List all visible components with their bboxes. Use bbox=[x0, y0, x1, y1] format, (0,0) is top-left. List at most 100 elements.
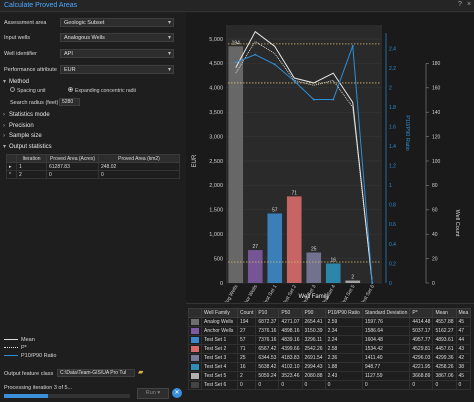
column-header[interactable]: P50 bbox=[278, 308, 303, 318]
expanding-radii-radio[interactable]: Expanding concentric radii bbox=[68, 87, 136, 94]
chart[interactable]: 0 500 1,000 1,500 2,000 2,500 3,000 3,500 4,000 4… bbox=[186, 13, 474, 302]
help-icon[interactable]: ? bbox=[458, 1, 462, 8]
column-header[interactable]: Mea bbox=[455, 308, 472, 318]
table-row[interactable]: Test Set 1 57 7376.16 4839.16 3296.11 2.24 160… bbox=[188, 335, 472, 345]
statistics-mode-label: Statistics mode bbox=[9, 112, 50, 118]
y3-tick-label: 20 bbox=[432, 256, 438, 262]
ratio-line-icon bbox=[4, 355, 18, 357]
table-row[interactable]: ▸ 1 61287.83 248.02 bbox=[6, 162, 180, 171]
table-cell: 0 bbox=[301, 380, 326, 390]
table-cell: 25 bbox=[236, 353, 257, 363]
column-header[interactable]: Mean bbox=[432, 308, 457, 318]
search-radius-label: Search radius (feet) bbox=[10, 100, 59, 106]
column-header-km2[interactable]: Proved Area (km2) bbox=[98, 154, 180, 163]
column-header[interactable]: P90 bbox=[301, 308, 326, 318]
bar-test-set-5 bbox=[345, 280, 361, 283]
spacing-unit-radio[interactable]: Spacing unit bbox=[10, 87, 46, 94]
input-wells-value: Analogous Wells bbox=[64, 35, 105, 41]
table-cell: 2691.54 bbox=[301, 353, 326, 363]
y2-tick-label: 1.2 bbox=[389, 164, 396, 170]
y2-tick-label: 0 bbox=[389, 281, 392, 287]
run-button[interactable]: Run ▾ bbox=[137, 388, 169, 399]
column-header[interactable]: Well Family bbox=[201, 308, 238, 318]
y-tick-label: 2,500 bbox=[209, 159, 223, 165]
table-row[interactable]: * 2 0 0 bbox=[6, 170, 180, 179]
y-tick-label: 2,000 bbox=[209, 183, 223, 189]
table-cell: Test Set 6 bbox=[201, 380, 238, 390]
performance-attribute-select[interactable]: EUR ▾ bbox=[60, 65, 174, 74]
y-tick-label: 1,000 bbox=[209, 232, 223, 238]
table-cell: 2.24 bbox=[324, 335, 363, 345]
statistics-mode-section[interactable]: › Statistics mode bbox=[3, 112, 50, 118]
well-identifier-label: Well identifier bbox=[4, 51, 37, 57]
column-header-acres[interactable]: Proved Area (Acres) bbox=[46, 154, 99, 163]
output-feature-class-input[interactable]: C:\Data\Team-GIS\UA Pro Tul bbox=[57, 369, 135, 377]
search-radius-input[interactable]: 5280 bbox=[59, 98, 80, 106]
legend-ratio-label: P10/P90 Ratio bbox=[21, 353, 57, 359]
table-cell: 2 bbox=[236, 371, 257, 381]
table-row[interactable]: Test Set 5 2 5059.24 3523.46 2080.88 2.43 1127… bbox=[188, 371, 472, 381]
color-swatch-cell bbox=[188, 380, 202, 390]
table-cell: 1586.64 bbox=[361, 326, 411, 336]
color-swatch-cell bbox=[188, 362, 202, 372]
progress-fill bbox=[4, 394, 49, 398]
bar-data-label: 2 bbox=[351, 275, 354, 281]
table-row[interactable]: Analog Wells 194 6872.37 4271.07 2654.41 2.59… bbox=[188, 317, 472, 327]
plot-area bbox=[226, 25, 382, 283]
table-row[interactable]: Anchor Wells 27 7376.16 4898.16 3150.39 2.34 1… bbox=[188, 326, 472, 336]
column-header[interactable] bbox=[188, 308, 202, 318]
close-icon[interactable]: × bbox=[466, 1, 472, 8]
progress-bar bbox=[4, 394, 130, 398]
cancel-icon[interactable]: ✕ bbox=[172, 388, 182, 398]
table-cell: 38 bbox=[455, 362, 472, 372]
column-header-iteration[interactable]: Iteration bbox=[16, 154, 47, 163]
method-section[interactable]: ▾ Method bbox=[3, 78, 29, 85]
precision-section[interactable]: › Precision bbox=[3, 123, 34, 129]
color-swatch-cell bbox=[188, 371, 202, 381]
table-cell: 4414.48 bbox=[409, 317, 434, 327]
assessment-area-label: Assessment area bbox=[4, 20, 47, 26]
output-statistics-section[interactable]: ▾ Output statistics bbox=[3, 143, 52, 150]
well-identifier-select[interactable]: API ▾ bbox=[60, 49, 174, 58]
table-row[interactable]: Test Set 3 25 6344.53 4183.83 2691.54 2.36 141… bbox=[188, 353, 472, 363]
bar-test-set-3 bbox=[306, 252, 322, 283]
column-header[interactable]: Count bbox=[236, 308, 257, 318]
table-cell: 4183.83 bbox=[278, 353, 303, 363]
chevron-down-icon: ▾ bbox=[167, 35, 171, 41]
table-cell: 47 bbox=[455, 326, 472, 336]
color-swatch bbox=[191, 336, 199, 343]
y3-tick-label: 100 bbox=[432, 159, 441, 165]
column-header[interactable]: P10/P90 Ratio bbox=[324, 308, 363, 318]
column-header[interactable]: Standard Deviation bbox=[361, 308, 411, 318]
table-cell: 5162.27 bbox=[432, 326, 457, 336]
table-cell: 5059.24 bbox=[255, 371, 280, 381]
table-cell: Test Set 1 bbox=[201, 335, 238, 345]
table-cell: 61287.83 bbox=[46, 162, 99, 171]
y2-tick-label: 0.4 bbox=[389, 242, 396, 248]
y-axis-label: EUR bbox=[192, 154, 198, 167]
table-cell: 0 bbox=[324, 380, 363, 390]
color-swatch-cell bbox=[188, 335, 202, 345]
column-header[interactable]: P* bbox=[409, 308, 434, 318]
table-cell: 1.88 bbox=[324, 362, 363, 372]
table-row[interactable]: Test Set 4 16 5638.42 4102.10 2994.43 1.88 948… bbox=[188, 362, 472, 372]
folder-icon[interactable]: ▰ bbox=[138, 369, 144, 376]
y2-tick-label: 1.4 bbox=[389, 144, 396, 150]
table-cell: 0 bbox=[409, 380, 434, 390]
table-cell: 1127.59 bbox=[361, 371, 411, 381]
sample-size-section[interactable]: › Sample size bbox=[3, 133, 42, 139]
table-cell: 248.02 bbox=[98, 162, 180, 171]
column-header[interactable]: P10 bbox=[255, 308, 280, 318]
bar-test-set-1 bbox=[267, 213, 283, 283]
new-row-marker: * bbox=[6, 170, 17, 179]
table-row[interactable]: Test Set 2 71 6567.42 4399.66 2542.26 2.58 153… bbox=[188, 344, 472, 354]
legend-p: P* bbox=[4, 345, 27, 351]
color-swatch bbox=[191, 354, 199, 361]
sample-size-label: Sample size bbox=[9, 133, 42, 139]
mean-series-line bbox=[235, 30, 373, 284]
table-cell: 194 bbox=[236, 317, 257, 327]
spacing-unit-label: Spacing unit bbox=[17, 88, 46, 94]
assessment-area-select[interactable]: Geologic Subset ▾ bbox=[60, 18, 174, 27]
input-wells-select[interactable]: Analogous Wells ▾ bbox=[60, 33, 174, 42]
